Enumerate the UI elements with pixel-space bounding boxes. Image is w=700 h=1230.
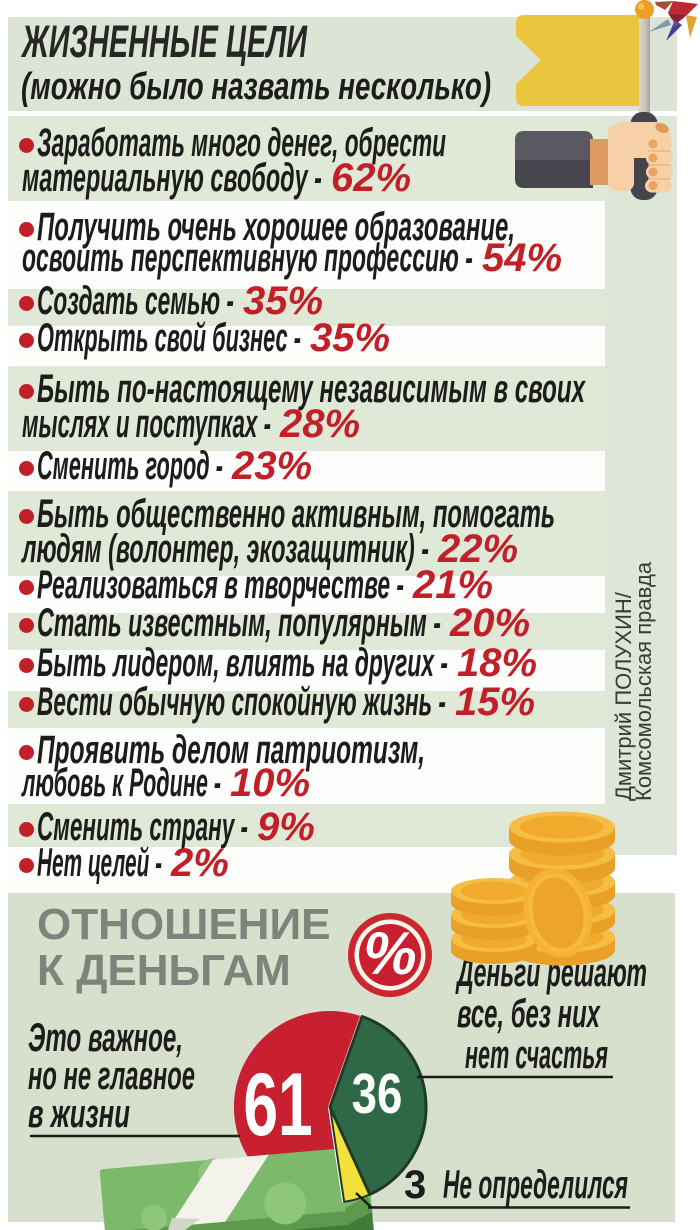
svg-text:36: 36 bbox=[352, 1061, 403, 1125]
svg-text:%: % bbox=[363, 920, 416, 987]
svg-text:61: 61 bbox=[243, 1055, 312, 1155]
